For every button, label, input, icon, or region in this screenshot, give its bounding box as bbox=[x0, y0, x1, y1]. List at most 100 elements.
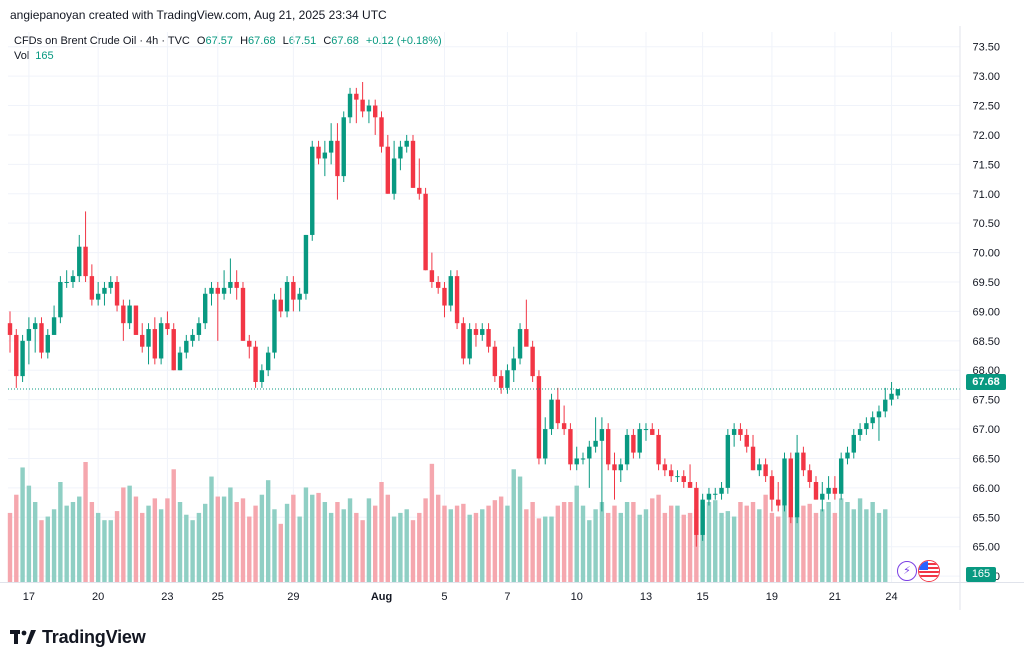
volume-bar bbox=[278, 523, 283, 582]
candle-body bbox=[851, 434, 856, 453]
candle-body bbox=[549, 399, 554, 430]
volume-bar bbox=[543, 516, 548, 582]
volume-bar bbox=[247, 516, 252, 582]
volume-bar bbox=[404, 509, 409, 582]
price-axis: 73.50 73.00 72.50 72.00 71.50 71.00 70.50 70.00… bbox=[959, 26, 1000, 610]
candle-body bbox=[870, 417, 875, 424]
candle-body bbox=[511, 358, 516, 371]
lightning-bolt-icon[interactable]: ⚡ bbox=[897, 561, 917, 581]
time-tick-label: 23 bbox=[161, 591, 173, 603]
candle-body bbox=[89, 276, 95, 300]
candle-body bbox=[889, 393, 894, 400]
volume-bar bbox=[171, 469, 176, 582]
candle-body bbox=[177, 352, 183, 371]
volume-bar bbox=[83, 462, 88, 582]
candle-body bbox=[794, 452, 800, 518]
candlestick-chart[interactable]: 73.50 73.00 72.50 72.00 71.50 71.00 70.50 70.00… bbox=[0, 26, 1024, 610]
volume-bar bbox=[574, 485, 579, 582]
low-value: 67.51 bbox=[288, 35, 317, 47]
price-tick-label: 69.00 bbox=[972, 306, 1000, 318]
candle-body bbox=[379, 117, 384, 147]
volume-bar bbox=[725, 511, 731, 582]
volume-bar bbox=[530, 502, 535, 582]
volume-bar bbox=[524, 509, 529, 582]
candle-body bbox=[341, 117, 346, 177]
candle-body bbox=[700, 499, 705, 535]
candle-body bbox=[310, 146, 315, 235]
candle-body bbox=[58, 282, 63, 318]
candle-body bbox=[64, 282, 69, 283]
candle-body bbox=[410, 140, 416, 188]
candles bbox=[7, 82, 960, 547]
candle-body bbox=[165, 323, 170, 330]
candle-body bbox=[725, 434, 731, 488]
volume-bar bbox=[215, 496, 220, 582]
candle-body bbox=[259, 370, 265, 382]
candle-body bbox=[190, 334, 195, 341]
volume-bar bbox=[555, 505, 561, 582]
volume-bar bbox=[45, 516, 50, 582]
candle-body bbox=[543, 429, 548, 459]
candle-body bbox=[599, 429, 605, 441]
volume-bar bbox=[624, 502, 630, 582]
us-flag-icon[interactable] bbox=[918, 560, 940, 582]
price-tick-label: 72.50 bbox=[972, 101, 1000, 113]
candle-body bbox=[750, 446, 756, 471]
candle-body bbox=[184, 340, 189, 353]
candle-body bbox=[561, 423, 567, 430]
volume-bar bbox=[467, 514, 472, 582]
volume-bar bbox=[675, 505, 680, 582]
volume-bar bbox=[310, 494, 315, 582]
candle-body bbox=[876, 411, 882, 418]
volume-bar bbox=[89, 502, 95, 582]
high-value: 67.68 bbox=[248, 35, 276, 47]
open-value: 67.57 bbox=[205, 35, 234, 47]
candle-body bbox=[864, 423, 869, 430]
volume-bar bbox=[140, 512, 145, 582]
volume-bar bbox=[240, 498, 246, 582]
candle-body bbox=[385, 146, 391, 194]
candle-body bbox=[650, 429, 655, 435]
volume-bar bbox=[202, 503, 208, 582]
volume-bars bbox=[7, 462, 888, 582]
volume-bar bbox=[391, 516, 397, 582]
candle-body bbox=[284, 282, 290, 312]
volume-bar bbox=[637, 514, 642, 582]
candle-body bbox=[127, 305, 132, 324]
candle-body bbox=[593, 440, 598, 447]
candle-body bbox=[247, 340, 252, 347]
candle-body bbox=[568, 429, 573, 465]
candle-body bbox=[240, 287, 246, 341]
symbol-name[interactable]: CFDs on Brent Crude Oil · 4h · TVC bbox=[14, 35, 190, 47]
volume-bar bbox=[650, 498, 655, 582]
candle-body bbox=[423, 193, 428, 271]
volume-bar bbox=[838, 498, 844, 582]
candle-body bbox=[618, 464, 623, 471]
candle-body bbox=[719, 487, 724, 494]
candle-body bbox=[347, 93, 353, 118]
candle-body bbox=[158, 323, 164, 359]
volume-bar bbox=[864, 509, 869, 582]
volume-bar bbox=[744, 505, 749, 582]
volume-legend: Vol 165 bbox=[14, 50, 54, 62]
candle-body bbox=[404, 140, 409, 147]
volume-bar bbox=[700, 505, 705, 582]
price-tick-label: 70.50 bbox=[972, 218, 1000, 230]
candle-body bbox=[675, 476, 680, 478]
price-tick-label: 70.00 bbox=[972, 248, 1000, 260]
candle-body bbox=[354, 93, 359, 100]
open-label: O bbox=[196, 35, 206, 47]
time-tick-label: 25 bbox=[212, 591, 224, 603]
volume-bar bbox=[681, 514, 686, 582]
candle-body bbox=[486, 329, 491, 347]
volume-bar bbox=[517, 476, 523, 582]
candle-body bbox=[272, 299, 277, 353]
price-tick-label: 66.00 bbox=[972, 483, 1000, 495]
volume-bar bbox=[486, 505, 491, 582]
volume-bar bbox=[335, 502, 340, 582]
candle-body bbox=[417, 187, 422, 194]
volume-bar bbox=[511, 469, 516, 582]
volume-bar bbox=[341, 509, 346, 582]
candle-body bbox=[687, 482, 693, 488]
volume-bar bbox=[165, 498, 170, 582]
